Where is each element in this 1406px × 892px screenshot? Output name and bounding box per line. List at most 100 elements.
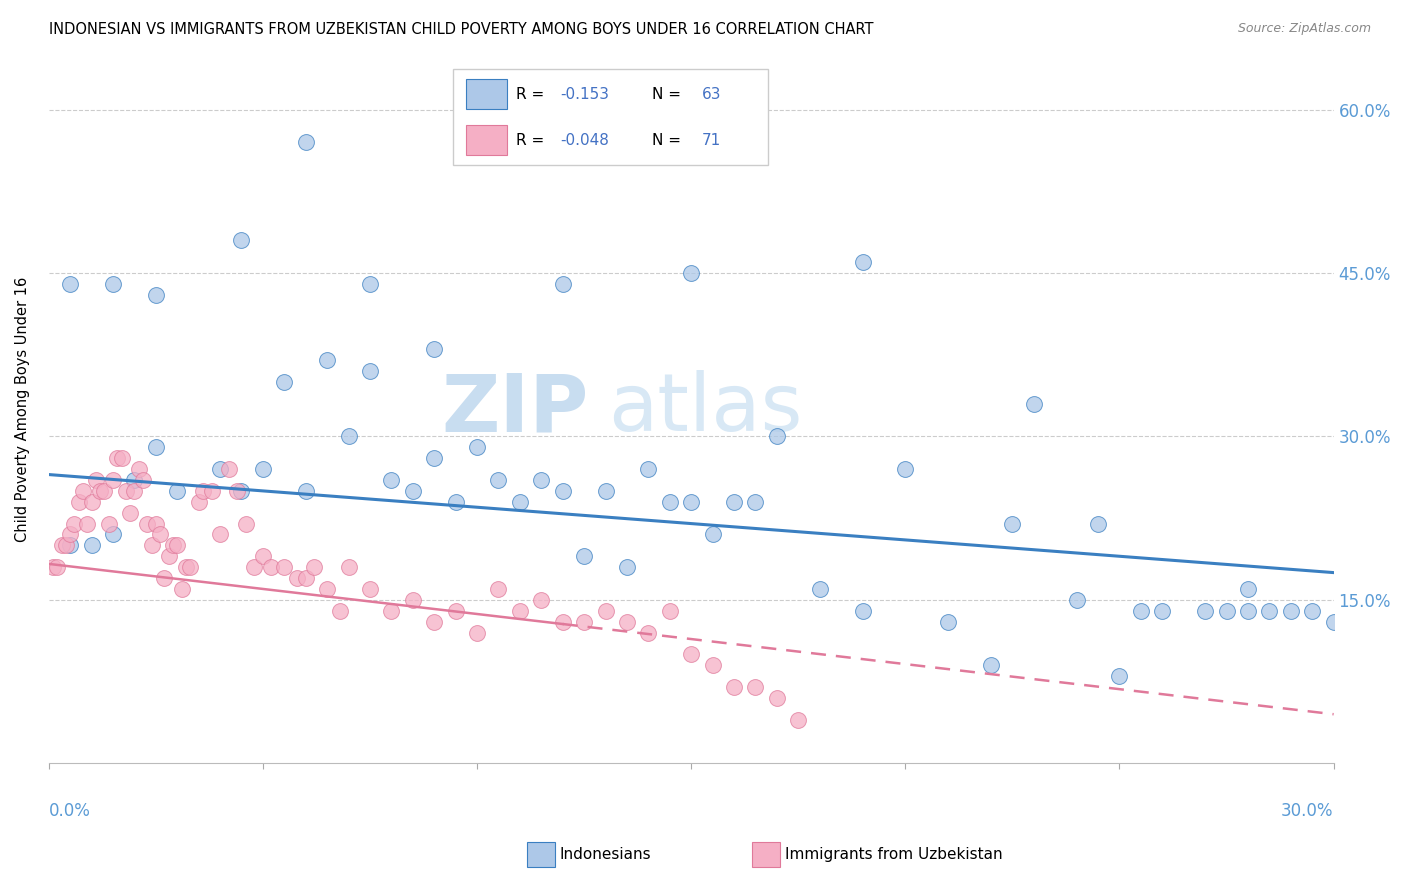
Point xyxy=(132,473,155,487)
Point xyxy=(294,483,316,498)
Point xyxy=(1194,604,1216,618)
Point xyxy=(572,615,595,629)
Point xyxy=(105,451,128,466)
Point xyxy=(157,549,180,564)
Y-axis label: Child Poverty Among Boys Under 16: Child Poverty Among Boys Under 16 xyxy=(15,277,30,541)
Point xyxy=(153,571,176,585)
Point xyxy=(42,560,65,574)
Point xyxy=(179,560,201,574)
Point xyxy=(101,277,124,291)
Point xyxy=(110,451,132,466)
Point xyxy=(637,625,659,640)
Text: 0.0%: 0.0% xyxy=(49,802,90,820)
Point xyxy=(136,516,159,531)
Point xyxy=(84,473,107,487)
Point xyxy=(200,483,222,498)
Point xyxy=(162,538,184,552)
Point xyxy=(145,516,167,531)
Point xyxy=(329,604,352,618)
Point xyxy=(304,560,326,574)
Point xyxy=(166,538,188,552)
Point xyxy=(273,560,295,574)
Point xyxy=(218,462,240,476)
Point xyxy=(124,483,146,498)
Point xyxy=(97,516,120,531)
Point xyxy=(260,560,283,574)
Point xyxy=(488,582,510,596)
Point xyxy=(141,538,163,552)
Point xyxy=(787,713,810,727)
Point xyxy=(1323,615,1346,629)
Point xyxy=(72,483,94,498)
Point xyxy=(1087,516,1109,531)
Point xyxy=(1066,592,1088,607)
Point xyxy=(359,364,381,378)
Point xyxy=(115,483,138,498)
Point xyxy=(128,462,150,476)
Point xyxy=(509,604,531,618)
Point xyxy=(59,277,82,291)
Point xyxy=(530,473,553,487)
Point xyxy=(894,462,917,476)
Point xyxy=(681,266,703,280)
Point xyxy=(46,560,69,574)
Point xyxy=(170,582,193,596)
Point xyxy=(1129,604,1152,618)
Point xyxy=(252,462,274,476)
Point xyxy=(402,483,425,498)
Point xyxy=(63,516,86,531)
Point xyxy=(423,343,446,357)
Point xyxy=(316,353,339,368)
Point xyxy=(744,495,766,509)
Point xyxy=(572,549,595,564)
Text: atlas: atlas xyxy=(607,370,801,448)
Point xyxy=(285,571,308,585)
Point xyxy=(337,429,360,443)
Point xyxy=(359,277,381,291)
Point xyxy=(226,483,249,498)
Point xyxy=(808,582,831,596)
Point xyxy=(145,440,167,454)
Point xyxy=(530,592,553,607)
Point xyxy=(101,473,124,487)
Point xyxy=(59,538,82,552)
Point xyxy=(465,440,488,454)
Point xyxy=(595,483,617,498)
Point xyxy=(273,375,295,389)
Point xyxy=(766,429,789,443)
Point xyxy=(231,233,253,247)
Point xyxy=(166,483,188,498)
Point xyxy=(681,495,703,509)
Point xyxy=(936,615,959,629)
Point xyxy=(1215,604,1237,618)
Point xyxy=(252,549,274,564)
Point xyxy=(243,560,266,574)
Point xyxy=(67,495,90,509)
Point xyxy=(93,483,115,498)
Point xyxy=(616,615,638,629)
Point xyxy=(294,136,316,150)
Point xyxy=(51,538,73,552)
Point xyxy=(980,658,1002,673)
Point xyxy=(851,604,873,618)
Point xyxy=(380,604,402,618)
Point xyxy=(595,604,617,618)
Point xyxy=(187,495,209,509)
Point xyxy=(209,462,232,476)
Point xyxy=(1258,604,1281,618)
Point xyxy=(124,473,146,487)
Point xyxy=(120,506,142,520)
Point xyxy=(509,495,531,509)
Point xyxy=(444,495,467,509)
Point xyxy=(1237,582,1260,596)
Point xyxy=(1152,604,1174,618)
Point xyxy=(766,690,789,705)
Point xyxy=(359,582,381,596)
Point xyxy=(465,625,488,640)
Text: Immigrants from Uzbekistan: Immigrants from Uzbekistan xyxy=(785,847,1002,862)
Point xyxy=(702,658,724,673)
Text: 30.0%: 30.0% xyxy=(1281,802,1334,820)
Point xyxy=(702,527,724,541)
Point xyxy=(1022,397,1045,411)
Point xyxy=(231,483,253,498)
